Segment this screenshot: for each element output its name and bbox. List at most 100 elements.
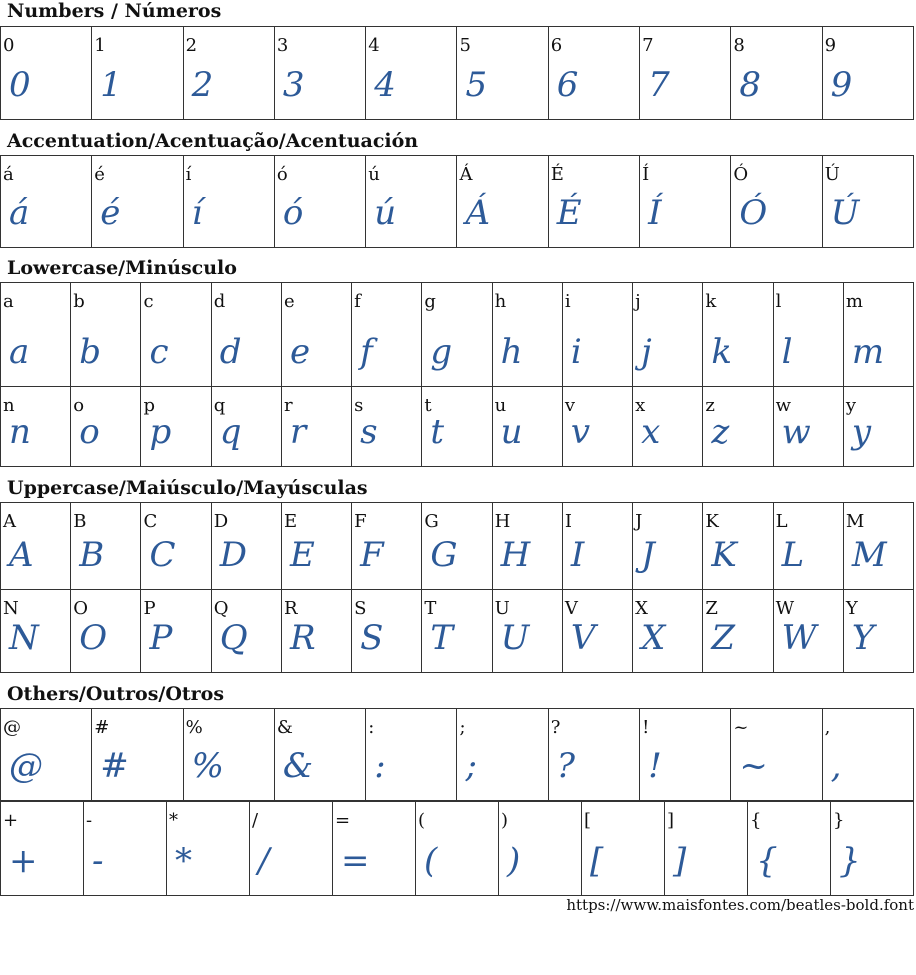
glyph-cell: :: (366, 709, 458, 800)
font-glyph-sample: % (191, 746, 224, 786)
character-label: H (494, 511, 511, 532)
font-glyph-sample: ~ (739, 746, 768, 786)
font-glyph-sample: U (500, 618, 530, 658)
character-label: 8 (733, 35, 745, 56)
character-label: c (143, 291, 154, 312)
font-glyph-sample: / (258, 841, 270, 881)
character-label: E (283, 511, 298, 532)
font-glyph-sample: M (851, 535, 887, 575)
character-label: g (424, 291, 436, 312)
character-label: Á (459, 164, 473, 185)
glyph-cell: * * (167, 802, 250, 895)
character-label: S (354, 598, 367, 619)
font-glyph-sample: g (430, 332, 453, 372)
font-glyph-sample: ; (465, 746, 477, 786)
character-label: ! (642, 717, 650, 738)
font-glyph-sample: X (641, 618, 666, 658)
character-label: o (73, 395, 85, 416)
character-label: w (775, 395, 791, 416)
font-glyph-sample: Í (648, 193, 662, 233)
character-label: s (354, 395, 364, 416)
character-label: 0 (3, 35, 15, 56)
character-label: z (705, 395, 715, 416)
font-glyph-sample: 8 (739, 65, 762, 105)
font-glyph-sample: ? (556, 746, 576, 786)
font-glyph-sample: y (851, 412, 872, 452)
glyph-cell: ~ ~ (731, 709, 823, 800)
character-label: u (494, 395, 507, 416)
character-label: R (283, 598, 298, 619)
character-label: { (750, 810, 762, 831)
font-glyph-sample: b (79, 332, 101, 372)
font-glyph-sample: } (839, 841, 861, 881)
font-glyph-sample: i (570, 332, 582, 372)
font-glyph-sample: & (282, 746, 314, 786)
character-label: Q (213, 598, 229, 619)
character-label: / (252, 810, 259, 831)
character-label: C (143, 511, 158, 532)
font-glyph-sample: É (556, 193, 582, 233)
character-label: I (564, 511, 572, 532)
font-glyph-sample: s (360, 412, 378, 452)
character-label: é (94, 164, 105, 185)
character-label: , (824, 717, 831, 738)
font-glyph-sample: u (500, 412, 523, 452)
section-title: Lowercase/Minúsculo (7, 257, 237, 279)
font-glyph-sample: l (781, 332, 793, 372)
font-glyph-sample: , (830, 746, 842, 786)
font-glyph-sample: K (711, 535, 737, 575)
font-glyph-sample: p (149, 412, 172, 452)
character-label: v (564, 395, 576, 416)
font-glyph-sample: z (711, 412, 730, 452)
font-glyph-sample: Q (219, 618, 248, 658)
character-label: # (94, 717, 110, 738)
font-glyph-sample: k (711, 332, 732, 372)
font-glyph-sample: T (430, 618, 454, 658)
font-glyph-sample: W (781, 618, 817, 658)
character-label: ú (368, 164, 380, 185)
font-glyph-sample: ) (507, 841, 521, 881)
font-glyph-sample: A (9, 535, 34, 575)
character-label: t (424, 395, 432, 416)
character-label: É (550, 164, 564, 185)
glyph-cell: %% (184, 709, 275, 800)
source-url: https://www.maisfontes.com/beatles-bold.… (566, 896, 914, 914)
character-label: 5 (459, 35, 471, 56)
font-glyph-sample: O (79, 618, 108, 658)
glyph-cell: = = (333, 802, 416, 895)
font-glyph-sample: 4 (374, 65, 396, 105)
font-glyph-sample: : (374, 746, 386, 786)
character-label: Y (845, 598, 858, 619)
character-label: y (845, 395, 856, 416)
character-label: 7 (642, 35, 654, 56)
character-label: N (3, 598, 19, 619)
font-glyph-sample: á (9, 193, 30, 233)
character-label: % (185, 717, 203, 738)
font-glyph-sample: E (289, 535, 315, 575)
character-label: = (335, 810, 351, 831)
